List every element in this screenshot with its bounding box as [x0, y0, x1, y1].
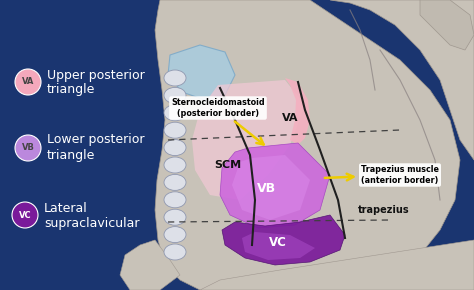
Text: Lateral: Lateral	[44, 202, 88, 215]
Ellipse shape	[164, 157, 186, 173]
Ellipse shape	[164, 226, 186, 243]
Polygon shape	[232, 155, 310, 220]
Polygon shape	[200, 240, 474, 290]
Polygon shape	[192, 80, 305, 200]
Text: Lower posterior: Lower posterior	[47, 133, 145, 146]
Text: VB: VB	[257, 182, 276, 195]
Polygon shape	[155, 0, 460, 290]
Ellipse shape	[164, 139, 186, 156]
Ellipse shape	[164, 122, 186, 138]
Circle shape	[15, 69, 41, 95]
Polygon shape	[420, 0, 474, 50]
Text: VB: VB	[21, 144, 35, 153]
Text: Sternocleidomastoid
(posterior border): Sternocleidomastoid (posterior border)	[171, 98, 265, 144]
Circle shape	[15, 135, 41, 161]
Text: Upper posterior: Upper posterior	[47, 68, 145, 81]
Ellipse shape	[164, 209, 186, 225]
Text: supraclavicular: supraclavicular	[44, 217, 139, 229]
Text: SCM: SCM	[214, 160, 242, 170]
Ellipse shape	[164, 70, 186, 86]
Text: VC: VC	[269, 237, 287, 249]
Ellipse shape	[164, 192, 186, 208]
Polygon shape	[285, 78, 310, 145]
Text: VA: VA	[282, 113, 298, 123]
Ellipse shape	[164, 244, 186, 260]
Ellipse shape	[164, 105, 186, 121]
Text: Trapezius muscle
(anterior border): Trapezius muscle (anterior border)	[325, 165, 439, 185]
Text: triangle: triangle	[47, 148, 95, 162]
Polygon shape	[242, 232, 315, 260]
Ellipse shape	[164, 87, 186, 104]
Polygon shape	[222, 215, 345, 265]
Text: triangle: triangle	[47, 84, 95, 97]
Polygon shape	[120, 240, 180, 290]
Text: VC: VC	[18, 211, 31, 220]
Polygon shape	[168, 45, 235, 100]
Circle shape	[12, 202, 38, 228]
Text: trapezius: trapezius	[358, 205, 410, 215]
Text: VA: VA	[22, 77, 34, 86]
Ellipse shape	[164, 174, 186, 191]
Polygon shape	[330, 0, 474, 160]
Polygon shape	[220, 143, 330, 228]
